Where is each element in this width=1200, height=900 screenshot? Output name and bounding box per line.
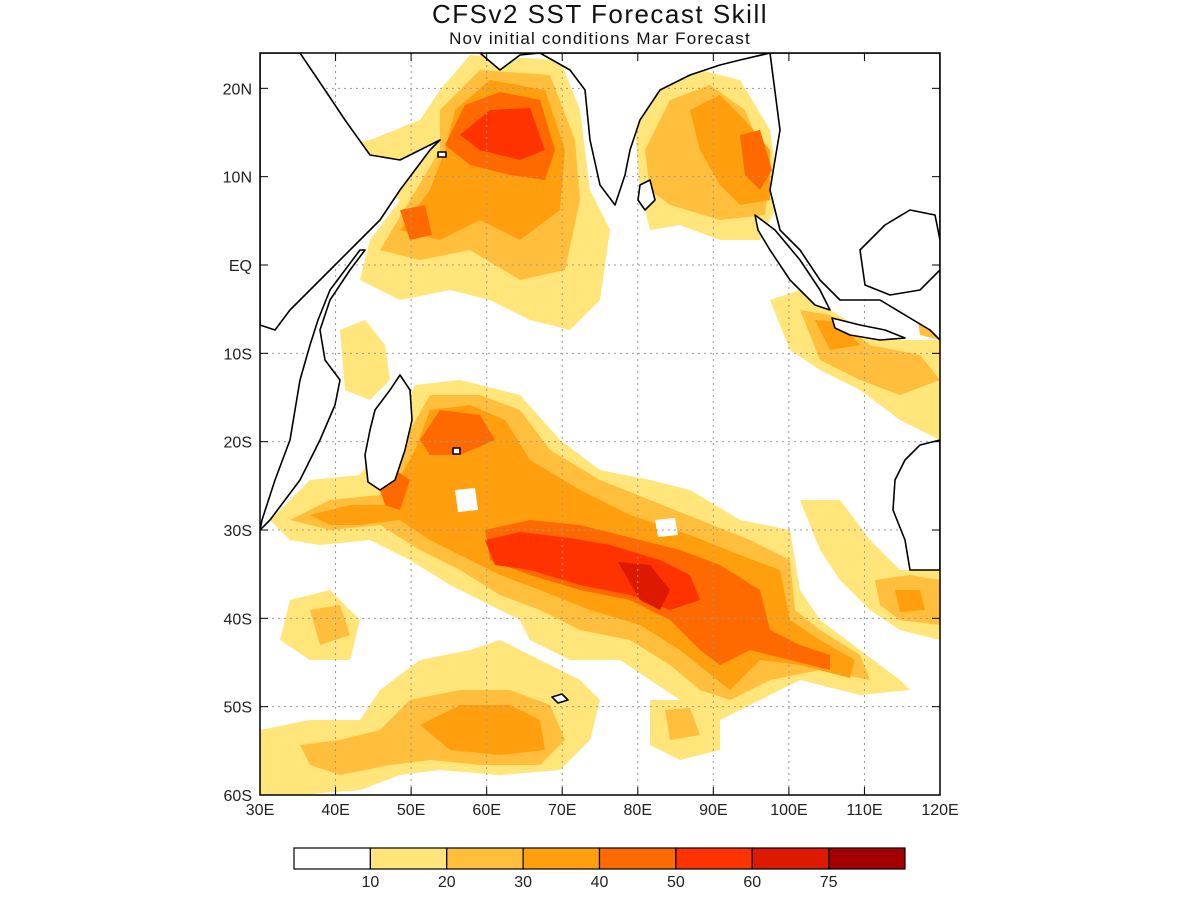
lon-tick-label: 50E (397, 802, 425, 819)
lat-tick-label: 20N (223, 81, 252, 98)
skill-region-west-australia (895, 590, 925, 612)
lon-tick-label: 120E (921, 802, 958, 819)
colorbar-label: 60 (743, 874, 761, 891)
lat-tick-label: 50S (224, 700, 252, 717)
lat-tick-label: 20S (224, 435, 252, 452)
skill-region-far-south (420, 705, 545, 755)
lat-tick-label: 30S (224, 523, 252, 540)
colorbar-swatch (446, 847, 524, 870)
coast-africa (260, 53, 441, 531)
colorbar-swatch (598, 847, 677, 870)
lon-tick-label: 30E (246, 802, 274, 819)
skill-region-bay-of-bengal (740, 130, 772, 190)
skill-region-java (815, 320, 860, 350)
map-subtitle: Nov initial conditions Mar Forecast (449, 29, 751, 48)
skill-region-arabian-sea (400, 205, 432, 240)
lon-tick-label: 70E (548, 802, 576, 819)
colorbar-swatch (369, 847, 448, 870)
lon-tick-label: 100E (770, 802, 807, 819)
colorbar-swatch (828, 847, 906, 870)
colorbar-label: 20 (438, 874, 456, 891)
colorbar-swatch (751, 847, 830, 870)
coast-socotra (437, 151, 447, 158)
skill-region-southern-band (420, 410, 830, 670)
lon-tick-label: 110E (846, 802, 882, 819)
graticule (260, 53, 940, 795)
lon-tick-label: 90E (699, 802, 727, 819)
colorbar-label: 75 (820, 874, 838, 891)
coast-reunion (452, 447, 461, 455)
coastlines (260, 53, 940, 704)
colorbar-label: 50 (667, 874, 685, 891)
skill-region-far-south (665, 708, 700, 740)
coast-kerguelen (551, 693, 569, 704)
colorbar-swatch (675, 847, 753, 870)
lat-tick-label: EQ (229, 258, 252, 275)
coast-java (831, 317, 906, 341)
coast-sumatra (754, 214, 831, 311)
coast-madagascar (364, 374, 413, 491)
lon-tick-label: 80E (624, 802, 652, 819)
map-frame (259, 52, 941, 796)
lat-tick-label: 10S (224, 346, 252, 363)
colorbar-label: 30 (514, 874, 532, 891)
skill-region-far-south (310, 605, 350, 645)
lat-tick-label: 60S (224, 788, 252, 805)
coast-india (479, 53, 940, 341)
skill-region-southern-band (618, 562, 670, 610)
skill-region-mascarene (340, 320, 390, 400)
lon-tick-label: 40E (321, 802, 349, 819)
colorbar-label: 40 (591, 874, 609, 891)
lat-tick-label: 40S (224, 611, 252, 628)
lat-tick-label: 10N (223, 170, 252, 187)
coast-borneo (859, 209, 940, 296)
axis-ticks: 30E 40E 50E 60E 70E 80E 90E 100E 110E 120E 20N 10N E… (223, 53, 959, 819)
coast-australia (892, 439, 940, 571)
skill-region-arabian-sea (460, 108, 545, 160)
colorbar-label: 10 (361, 874, 379, 891)
colorbar: 10 20 30 40 50 60 75 (293, 847, 906, 891)
coast-sri-lanka (637, 179, 656, 211)
colorbar-swatch (522, 847, 601, 870)
lon-tick-label: 60E (472, 802, 500, 819)
colorbar-swatch (293, 847, 371, 870)
map-title: CFSv2 SST Forecast Skill (431, 0, 769, 29)
